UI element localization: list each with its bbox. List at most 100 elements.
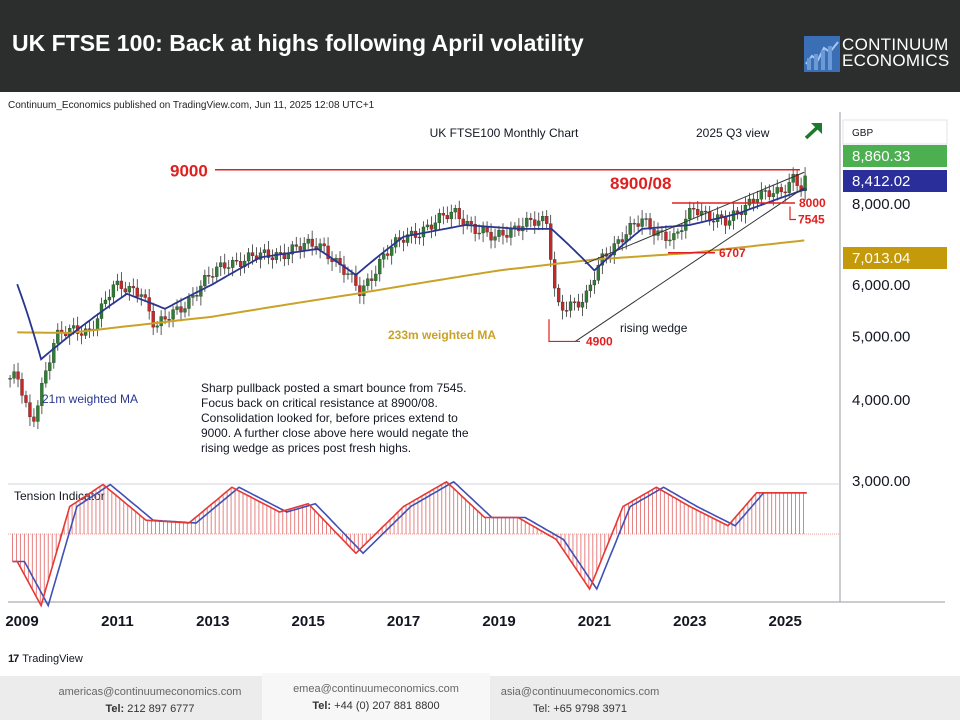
candle-down [16, 371, 20, 380]
view-label: 2025 Q3 view [696, 126, 770, 140]
candle-up [139, 294, 143, 297]
price-badge [843, 247, 947, 269]
candle-down [783, 191, 787, 194]
candle-down [751, 198, 756, 203]
candle-up [171, 309, 175, 320]
candle-up [36, 405, 40, 422]
candle-up [290, 244, 294, 255]
contact-email[interactable]: americas@continuumeconomics.com [58, 686, 242, 698]
candle-down [473, 223, 477, 234]
candle-down [457, 208, 461, 220]
candle-down [310, 238, 314, 247]
candle-up [787, 182, 791, 193]
contact-footer: americas@continuumeconomics.com Tel: 212… [0, 673, 960, 720]
level-7545-label: 7545 [798, 213, 825, 227]
candle-down [572, 301, 577, 303]
ma21-label: 21m weighted MA [42, 392, 138, 406]
candle-up [537, 220, 541, 226]
level-6707-label: 6707 [719, 246, 746, 260]
candle-down [238, 261, 243, 267]
candle-down [131, 286, 135, 289]
candle-up [525, 217, 529, 227]
annotation-line: rising wedge as prices post fresh highs. [201, 441, 411, 455]
candle-up [111, 284, 116, 298]
y-tick-label: 4,000.00 [852, 392, 910, 409]
candle-up [302, 243, 306, 251]
candle-up [374, 273, 378, 281]
candle-down [123, 288, 127, 293]
candle-up [676, 231, 680, 234]
candle-down [712, 220, 716, 223]
candle-down [167, 319, 171, 321]
candle-up [763, 190, 767, 192]
candle-up [425, 224, 430, 228]
candle-down [461, 218, 465, 226]
candle-down [795, 174, 799, 186]
candle-down [28, 402, 32, 418]
contact-americas: americas@continuumeconomics.com Tel: 212… [40, 676, 260, 720]
candle-up [175, 306, 179, 310]
candle-down [648, 218, 652, 230]
candle-down [270, 257, 275, 260]
candle-down [294, 244, 298, 247]
candle-down [505, 235, 509, 238]
candle-up [183, 308, 187, 313]
candle-down [358, 285, 362, 297]
candle-up [680, 230, 684, 232]
published-note: Continuum_Economics published on Trading… [8, 100, 375, 111]
wedge-lower-line [575, 187, 805, 342]
contact-email[interactable]: emea@continuumeconomics.com [293, 683, 459, 695]
candle-up [12, 371, 16, 379]
indicator-title: Tension Indicator [14, 489, 105, 503]
x-tick-label: 2011 [101, 613, 134, 630]
slide-title: UK FTSE 100: Back at highs following Apr… [12, 30, 584, 56]
candle-up [803, 175, 807, 192]
contact-tel: Tel: +44 (0) 207 881 8800 [262, 700, 490, 712]
candle-down [529, 217, 533, 220]
logo-line-2: ECONOMICS [842, 51, 950, 70]
candle-up [56, 329, 60, 344]
candle-down [401, 239, 406, 243]
contact-email[interactable]: asia@continuumeconomics.com [500, 686, 660, 698]
candle-up [628, 222, 632, 235]
bullish-arrow-head-icon [811, 123, 822, 134]
x-tick-label: 2017 [387, 613, 420, 630]
price-badge-label: 7,013.04 [852, 250, 910, 267]
continuum-logo-icon [804, 36, 840, 72]
candle-down [692, 208, 696, 210]
candle-up [8, 378, 12, 380]
wedge-upper-line [584, 171, 805, 265]
level-4900-label: 4900 [586, 334, 613, 348]
candle-up [727, 220, 732, 226]
candle-down [250, 252, 255, 256]
price-badge [843, 170, 947, 192]
candle-down [485, 226, 489, 233]
candle-up [362, 285, 366, 297]
candle-up [481, 226, 485, 234]
x-tick-label: 2023 [673, 613, 706, 630]
ma233-line [17, 239, 805, 334]
candle-up [433, 222, 438, 230]
price-badge [843, 145, 947, 167]
candle-down [207, 275, 211, 277]
candle-up [274, 252, 279, 260]
candle-up [227, 267, 231, 269]
candle-up [541, 216, 545, 222]
candle-down [79, 333, 84, 336]
candle-down [636, 223, 640, 227]
candle-down [553, 259, 557, 289]
wedge-label: rising wedge [620, 321, 688, 335]
candle-down [326, 245, 330, 260]
level-8000-label: 8000 [799, 196, 826, 210]
annotation-line: Sharp pullback posted a smart bounce fro… [201, 381, 467, 395]
candle-up [747, 198, 752, 206]
x-tick-label: 2021 [578, 613, 611, 630]
y-tick-label: 8,000.00 [852, 196, 910, 213]
contact-tel: Tel: +65 9798 3971 [490, 703, 670, 715]
candle-down [223, 262, 227, 269]
price-badge-label: 8,412.02 [852, 173, 910, 190]
annotation-line: 9000. A further close above here would n… [201, 426, 469, 440]
currency-box [842, 119, 948, 145]
candle-up [382, 253, 386, 260]
candle-up [203, 275, 207, 287]
